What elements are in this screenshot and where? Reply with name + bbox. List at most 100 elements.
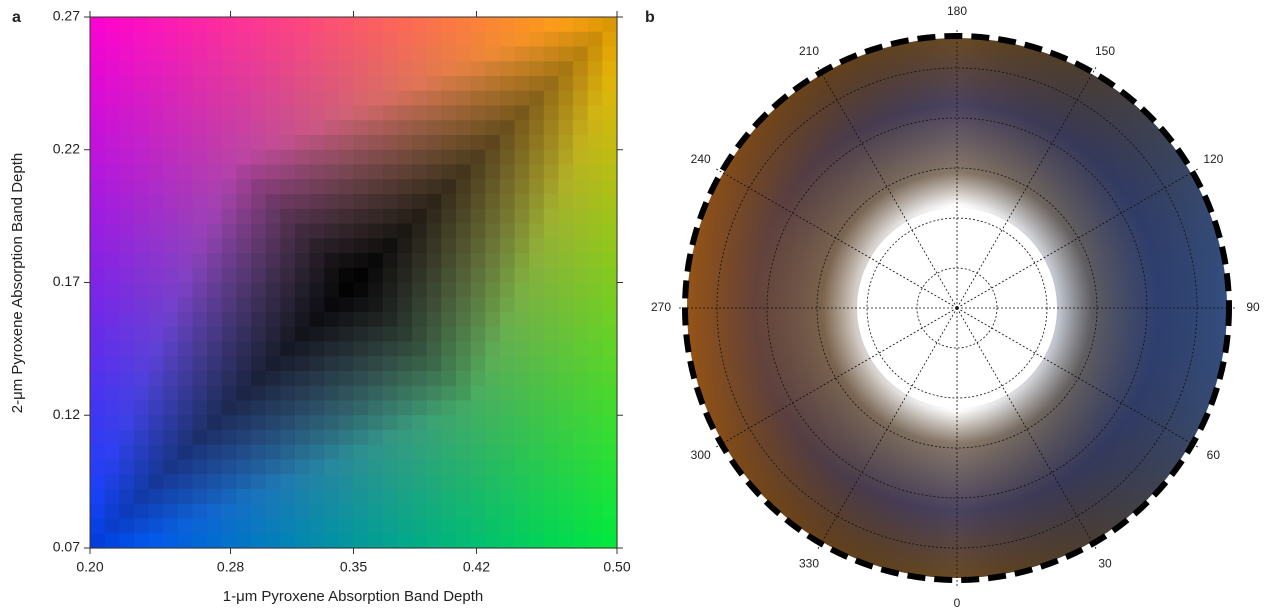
color-cell — [266, 533, 281, 548]
color-cell — [105, 179, 120, 194]
color-cell — [471, 253, 486, 268]
color-cell — [236, 179, 251, 194]
color-cell — [471, 76, 486, 91]
color-cell — [324, 238, 339, 253]
color-cell — [529, 297, 544, 312]
color-cell — [149, 76, 164, 91]
color-cell — [295, 238, 310, 253]
color-cell — [529, 460, 544, 475]
color-cell — [383, 17, 398, 32]
color-cell — [588, 283, 603, 298]
color-cell — [427, 76, 442, 91]
color-cell — [573, 47, 588, 62]
color-cell — [163, 371, 178, 386]
color-cell — [280, 179, 295, 194]
color-cell — [105, 76, 120, 91]
color-cell — [500, 504, 515, 519]
color-cell — [207, 283, 222, 298]
color-cell — [251, 17, 266, 32]
color-cell — [515, 430, 530, 445]
color-cell — [383, 32, 398, 47]
color-cell — [324, 32, 339, 47]
color-cell — [544, 106, 559, 121]
color-cell — [149, 519, 164, 534]
color-cell — [471, 327, 486, 342]
color-cell — [441, 165, 456, 180]
color-cell — [295, 268, 310, 283]
color-cell — [192, 179, 207, 194]
color-cell — [324, 489, 339, 504]
color-cell — [339, 47, 354, 62]
color-cell — [471, 356, 486, 371]
color-cell — [192, 342, 207, 357]
color-cell — [251, 209, 266, 224]
color-cell — [310, 135, 325, 150]
color-cell — [485, 179, 500, 194]
color-cell — [192, 76, 207, 91]
color-cell — [163, 342, 178, 357]
color-cell — [412, 327, 427, 342]
color-cell — [178, 460, 193, 475]
color-cell — [134, 342, 149, 357]
color-cell — [310, 533, 325, 548]
color-cell — [236, 445, 251, 460]
color-cell — [134, 106, 149, 121]
color-cell — [456, 91, 471, 106]
color-cell — [339, 504, 354, 519]
color-cell — [192, 238, 207, 253]
color-cell — [397, 179, 412, 194]
color-cell — [280, 209, 295, 224]
color-cell — [105, 32, 120, 47]
color-cell — [529, 474, 544, 489]
color-cell — [280, 150, 295, 165]
color-cell — [207, 61, 222, 76]
color-cell — [544, 386, 559, 401]
color-cell — [119, 135, 134, 150]
color-cell — [602, 533, 617, 548]
color-cell — [471, 135, 486, 150]
color-cell — [192, 312, 207, 327]
color-cell — [515, 327, 530, 342]
color-cell — [222, 253, 237, 268]
color-cell — [573, 401, 588, 416]
color-cell — [149, 194, 164, 209]
color-cell — [544, 356, 559, 371]
color-cell — [588, 504, 603, 519]
color-cell — [412, 150, 427, 165]
color-cell — [588, 135, 603, 150]
color-cell — [485, 386, 500, 401]
color-cell — [500, 312, 515, 327]
color-cell — [251, 32, 266, 47]
color-cell — [573, 150, 588, 165]
x-tick-label: 0.28 — [217, 559, 244, 575]
color-cell — [207, 150, 222, 165]
color-cell — [310, 17, 325, 32]
color-cell — [368, 253, 383, 268]
color-cell — [222, 194, 237, 209]
color-cell — [266, 76, 281, 91]
color-cell — [119, 519, 134, 534]
color-cell — [295, 504, 310, 519]
color-cell — [427, 268, 442, 283]
color-cell — [500, 268, 515, 283]
color-cell — [397, 17, 412, 32]
color-cell — [339, 474, 354, 489]
color-cell — [588, 17, 603, 32]
color-cell — [573, 474, 588, 489]
color-cell — [529, 268, 544, 283]
color-cell — [515, 209, 530, 224]
color-cell — [383, 76, 398, 91]
color-cell — [339, 17, 354, 32]
color-cell — [339, 194, 354, 209]
color-cell — [207, 238, 222, 253]
color-cell — [178, 209, 193, 224]
color-cell — [149, 386, 164, 401]
color-cell — [134, 238, 149, 253]
color-cell — [236, 474, 251, 489]
color-cell — [456, 61, 471, 76]
color-cell — [441, 76, 456, 91]
color-cell — [295, 445, 310, 460]
color-cell — [544, 533, 559, 548]
color-cell — [456, 179, 471, 194]
color-cell — [149, 415, 164, 430]
